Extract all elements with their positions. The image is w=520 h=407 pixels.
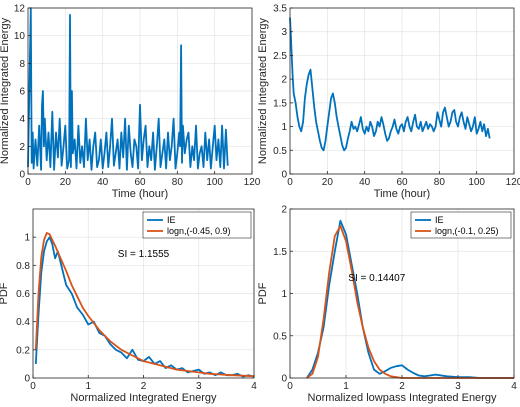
y-axis-label: PDF <box>0 282 10 304</box>
x-tick-label: 100 <box>468 177 485 188</box>
y-tick-label: 1.5 <box>273 98 287 109</box>
y-tick-label: 0 <box>281 374 287 385</box>
x-tick-label: 40 <box>359 177 371 188</box>
y-tick-label: 0 <box>19 170 25 181</box>
panel-top-right: 0 20 40 60 80 100 120 0 0.5 1 1.5 2 2.5 3 3.5 Time (hou… <box>257 4 520 201</box>
x-tick-label: 20 <box>60 177 72 188</box>
y-tick-label: 0.4 <box>16 317 30 328</box>
y-axis-label: PDF <box>257 282 269 304</box>
y-axis-label: Normalized Integrated Energy <box>257 17 269 164</box>
x-tick-label: 120 <box>244 177 261 188</box>
x-tick-label: 60 <box>134 177 146 188</box>
legend-label-2: logn,(-0.45, 0.9) <box>167 226 231 236</box>
y-tick-label: 4 <box>19 114 25 125</box>
y-tick-label: 6 <box>19 87 25 98</box>
si-annotation: SI = 1.1555 <box>118 249 170 260</box>
legend-label-1: IE <box>435 215 444 225</box>
x-tick-label: 40 <box>97 177 109 188</box>
x-tick-label: 80 <box>172 177 184 188</box>
x-axis-label: Normalized Integrated Energy <box>70 392 217 404</box>
x-tick-label: 20 <box>322 177 334 188</box>
y-tick-label: 3 <box>281 27 287 38</box>
y-tick-label: 0.5 <box>273 146 287 157</box>
x-axis-label: Time (hour) <box>374 188 430 200</box>
y-tick-label: 0.5 <box>273 331 287 342</box>
series-line-1 <box>27 7 229 171</box>
x-tick-label: 0 <box>30 381 36 392</box>
x-tick-label: 80 <box>434 177 446 188</box>
x-tick-label: 1 <box>343 381 349 392</box>
x-tick-label: 3 <box>455 381 461 392</box>
y-tick-label: 2.5 <box>273 51 287 62</box>
y-tick-label: 1 <box>281 122 287 133</box>
x-tick-label: 2 <box>141 381 147 392</box>
x-tick-label: 0 <box>287 177 293 188</box>
y-tick-label: 2 <box>19 142 25 153</box>
y-axis-label: Normalized Integrated Energy <box>0 17 11 164</box>
y-tick-label: 1.5 <box>273 247 287 258</box>
y-tick-label: 8 <box>19 59 25 70</box>
x-tick-label: 4 <box>251 381 257 392</box>
legend-box <box>410 211 512 239</box>
x-axis-label: Normalized lowpass Integrated Energy <box>308 392 497 404</box>
y-tick-label: 2 <box>281 75 287 86</box>
y-tick-label: 0.2 <box>16 345 30 356</box>
legend-box <box>142 211 252 239</box>
legend-label-1: IE <box>167 215 176 225</box>
x-tick-label: 0 <box>25 177 31 188</box>
x-tick-label: 0 <box>287 381 293 392</box>
x-tick-label: 3 <box>196 381 202 392</box>
x-tick-label: 100 <box>206 177 223 188</box>
y-tick-label: 1 <box>24 233 30 244</box>
panel-top-left: 0 20 40 60 80 100 120 0 2 4 6 8 10 12 Time (hour) Norma… <box>0 4 261 201</box>
legend-label-2: logn,(-0.1, 0.25) <box>435 226 499 236</box>
series-line-1 <box>289 17 491 152</box>
y-tick-label: 10 <box>14 31 26 42</box>
y-tick-label: 0.6 <box>16 289 30 300</box>
y-tick-label: 0.8 <box>16 261 30 272</box>
series-line-2 <box>34 231 255 378</box>
y-tick-label: 3.5 <box>273 4 287 15</box>
y-tick-label: 12 <box>14 4 26 15</box>
x-axis-label: Time (hour) <box>112 188 168 200</box>
x-tick-label: 60 <box>396 177 408 188</box>
x-tick-label: 1 <box>85 381 91 392</box>
x-tick-label: 120 <box>506 177 520 188</box>
y-tick-label: 1 <box>281 289 287 300</box>
y-tick-label: 0 <box>281 170 287 181</box>
y-tick-label: 0 <box>24 374 30 385</box>
y-tick-label: 2 <box>281 205 287 216</box>
si-annotation: SI = 0.14407 <box>348 273 405 284</box>
x-tick-label: 4 <box>511 381 517 392</box>
x-tick-label: 2 <box>399 381 405 392</box>
